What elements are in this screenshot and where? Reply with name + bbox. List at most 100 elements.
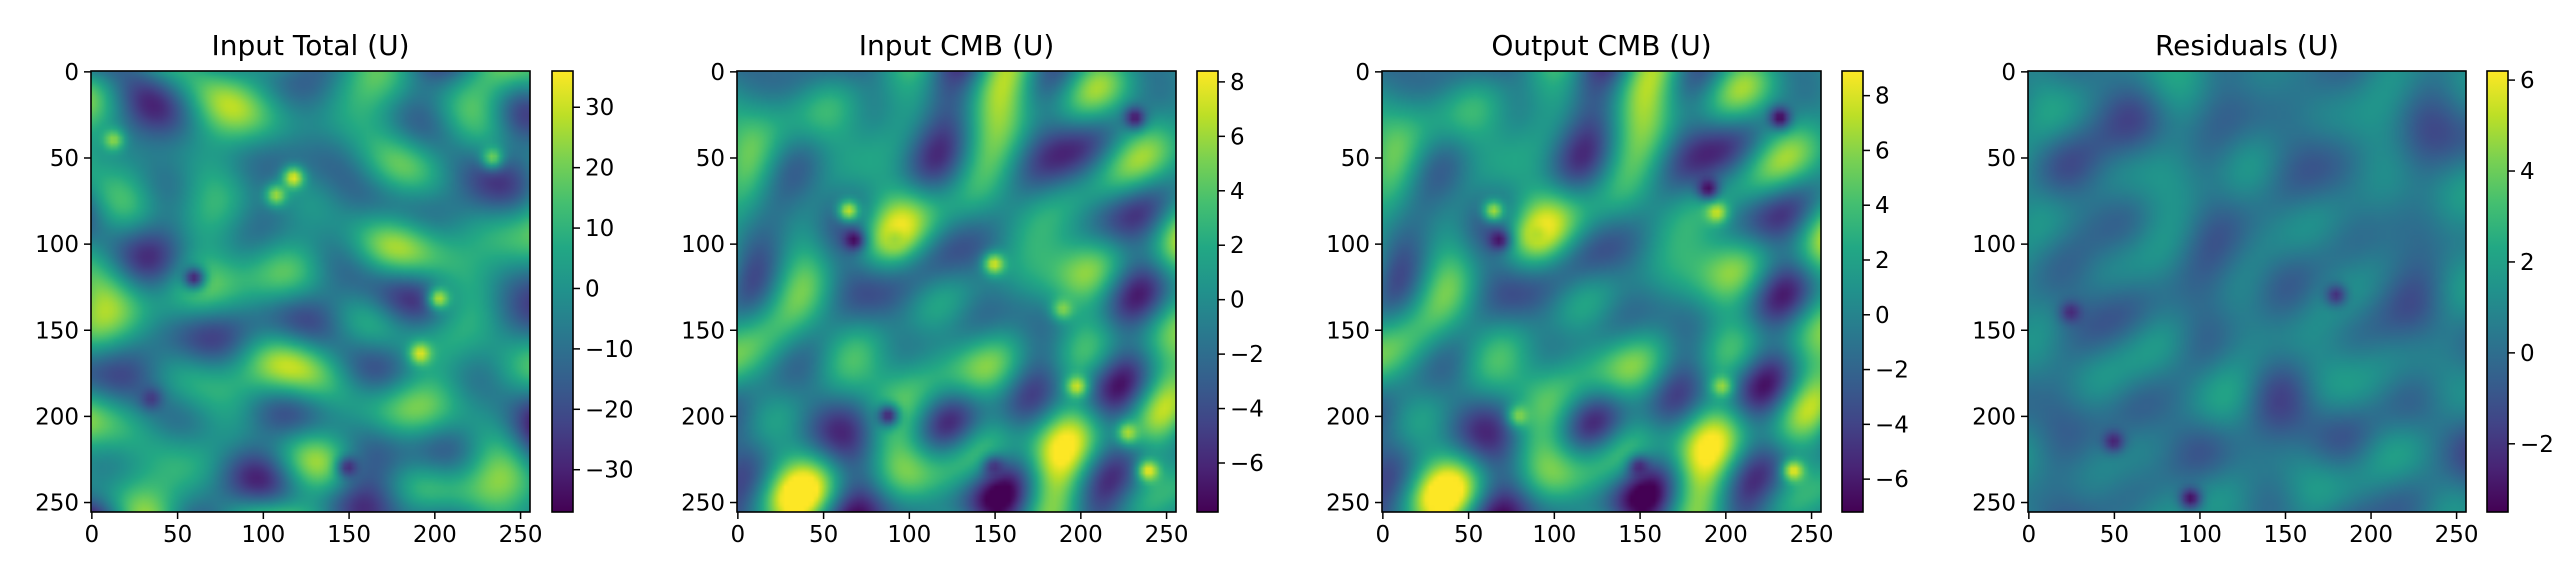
- panel-title: Input Total (U): [211, 29, 409, 62]
- y-tick-label: 50: [1987, 146, 2016, 172]
- y-tick-label: 200: [681, 404, 725, 430]
- x-tick-label: 50: [2100, 522, 2129, 548]
- colorbar-tick-label: −4: [1875, 412, 1909, 438]
- y-tick-label: 100: [1972, 232, 2016, 258]
- colorbar-tick-label: 2: [1875, 248, 1890, 274]
- heatmap-image: [2028, 71, 2466, 512]
- colorbar-tick-label: −2: [1875, 358, 1909, 384]
- colorbar-tick-label: 4: [1230, 179, 1245, 205]
- heatmap-panel-1: Input Total (U)0 50 100 150 200 2500501001502…: [35, 29, 633, 548]
- colorbar-frame: [551, 70, 574, 513]
- y-tick-label: 50: [696, 146, 725, 172]
- x-tick-label: 200: [413, 522, 457, 548]
- colorbar-tick-label: 30: [585, 95, 614, 121]
- colorbar-tick-label: −2: [2520, 432, 2554, 458]
- x-tick-label: 150: [1618, 522, 1662, 548]
- x-tick-label: 150: [973, 522, 1017, 548]
- x-tick-label: 50: [1454, 522, 1483, 548]
- axes-frame: [736, 70, 1177, 513]
- x-tick-label: 100: [2178, 522, 2222, 548]
- x-tick-label: 0: [2022, 522, 2037, 548]
- x-tick-label: 150: [2264, 522, 2308, 548]
- colorbar-tick-label: 6: [1230, 124, 1245, 150]
- colorbar-tick-label: −10: [585, 337, 634, 363]
- colorbar-tick-label: 0: [2520, 341, 2535, 367]
- heatmap-panel-4: Residuals (U)0 50 100 150 200 250050100150200…: [1972, 29, 2554, 548]
- y-tick-label: 50: [50, 146, 79, 172]
- colorbar-tick-label: −6: [1230, 451, 1264, 477]
- colorbar: [552, 71, 573, 512]
- x-tick-label: 50: [163, 522, 192, 548]
- y-tick-label: 200: [1972, 404, 2016, 430]
- colorbar-tick-label: 0: [1875, 303, 1890, 329]
- heatmap-image: [737, 71, 1176, 512]
- y-tick-label: 0: [710, 60, 725, 86]
- axes-frame: [1381, 70, 1822, 513]
- x-tick-label: 250: [499, 522, 543, 548]
- y-tick-label: 150: [35, 318, 79, 344]
- colorbar-tick-label: 2: [1230, 233, 1245, 259]
- y-tick-label: 200: [35, 404, 79, 430]
- x-tick-label: 250: [2435, 522, 2479, 548]
- x-tick-label: 200: [1059, 522, 1103, 548]
- colorbar-tick-label: 0: [1230, 288, 1245, 314]
- colorbar-tick-label: −6: [1875, 467, 1909, 493]
- y-tick-label: 150: [681, 318, 725, 344]
- y-tick-label: 250: [1326, 491, 1370, 517]
- colorbar-tick-label: 20: [585, 156, 614, 182]
- colorbar-tick-label: −20: [585, 397, 634, 423]
- colorbar-frame: [1196, 70, 1219, 513]
- colorbar-tick-label: −4: [1230, 397, 1264, 423]
- colorbar-tick-label: 6: [2520, 68, 2535, 94]
- y-tick-label: 0: [64, 60, 79, 86]
- y-tick-label: 50: [1341, 146, 1370, 172]
- colorbar-tick-label: −2: [1230, 342, 1264, 368]
- colorbar-tick-label: 8: [1230, 70, 1245, 96]
- colorbar-tick-label: 4: [1875, 193, 1890, 219]
- heatmap-image: [1382, 71, 1821, 512]
- colorbar-tick-label: 6: [1875, 138, 1890, 164]
- colorbar-tick-label: 8: [1875, 84, 1890, 110]
- x-tick-label: 0: [85, 522, 100, 548]
- colorbar-frame: [1841, 70, 1864, 513]
- x-tick-label: 150: [327, 522, 371, 548]
- y-tick-label: 200: [1326, 404, 1370, 430]
- heatmap-image: [91, 71, 530, 512]
- colorbar-tick-label: 10: [585, 216, 614, 242]
- x-tick-label: 250: [1145, 522, 1189, 548]
- panel-title: Residuals (U): [2155, 29, 2339, 62]
- x-tick-label: 100: [1532, 522, 1576, 548]
- panel-title: Output CMB (U): [1491, 29, 1711, 62]
- x-tick-label: 100: [241, 522, 285, 548]
- y-tick-label: 100: [681, 232, 725, 258]
- x-tick-label: 0: [731, 522, 746, 548]
- colorbar-tick-label: 4: [2520, 159, 2535, 185]
- colorbar: [1197, 71, 1218, 512]
- colorbar-tick-label: 0: [585, 276, 600, 302]
- axes-frame: [2027, 70, 2467, 513]
- y-tick-label: 250: [1972, 491, 2016, 517]
- x-tick-label: 200: [1704, 522, 1748, 548]
- y-tick-label: 250: [35, 491, 79, 517]
- x-tick-label: 0: [1376, 522, 1391, 548]
- colorbar-tick-label: 2: [2520, 250, 2535, 276]
- x-tick-label: 250: [1790, 522, 1834, 548]
- heatmap-panel-2: Input CMB (U)0 50 100 150 200 250050100150200…: [681, 29, 1264, 548]
- y-tick-label: 100: [1326, 232, 1370, 258]
- x-tick-label: 200: [2349, 522, 2393, 548]
- y-tick-label: 100: [35, 232, 79, 258]
- colorbar: [1842, 71, 1863, 512]
- heatmap-panel-3: Output CMB (U)0 50 100 150 200 25005010015020…: [1326, 29, 1909, 548]
- colorbar-tick-label: −30: [585, 458, 634, 484]
- panel-title: Input CMB (U): [859, 29, 1055, 62]
- y-tick-label: 150: [1326, 318, 1370, 344]
- axes-frame: [90, 70, 531, 513]
- y-tick-label: 250: [681, 491, 725, 517]
- x-tick-label: 100: [887, 522, 931, 548]
- x-tick-label: 50: [809, 522, 838, 548]
- y-tick-label: 0: [1355, 60, 1370, 86]
- colorbar-frame: [2486, 70, 2509, 513]
- colorbar: [2487, 71, 2508, 512]
- y-tick-label: 0: [2001, 60, 2016, 86]
